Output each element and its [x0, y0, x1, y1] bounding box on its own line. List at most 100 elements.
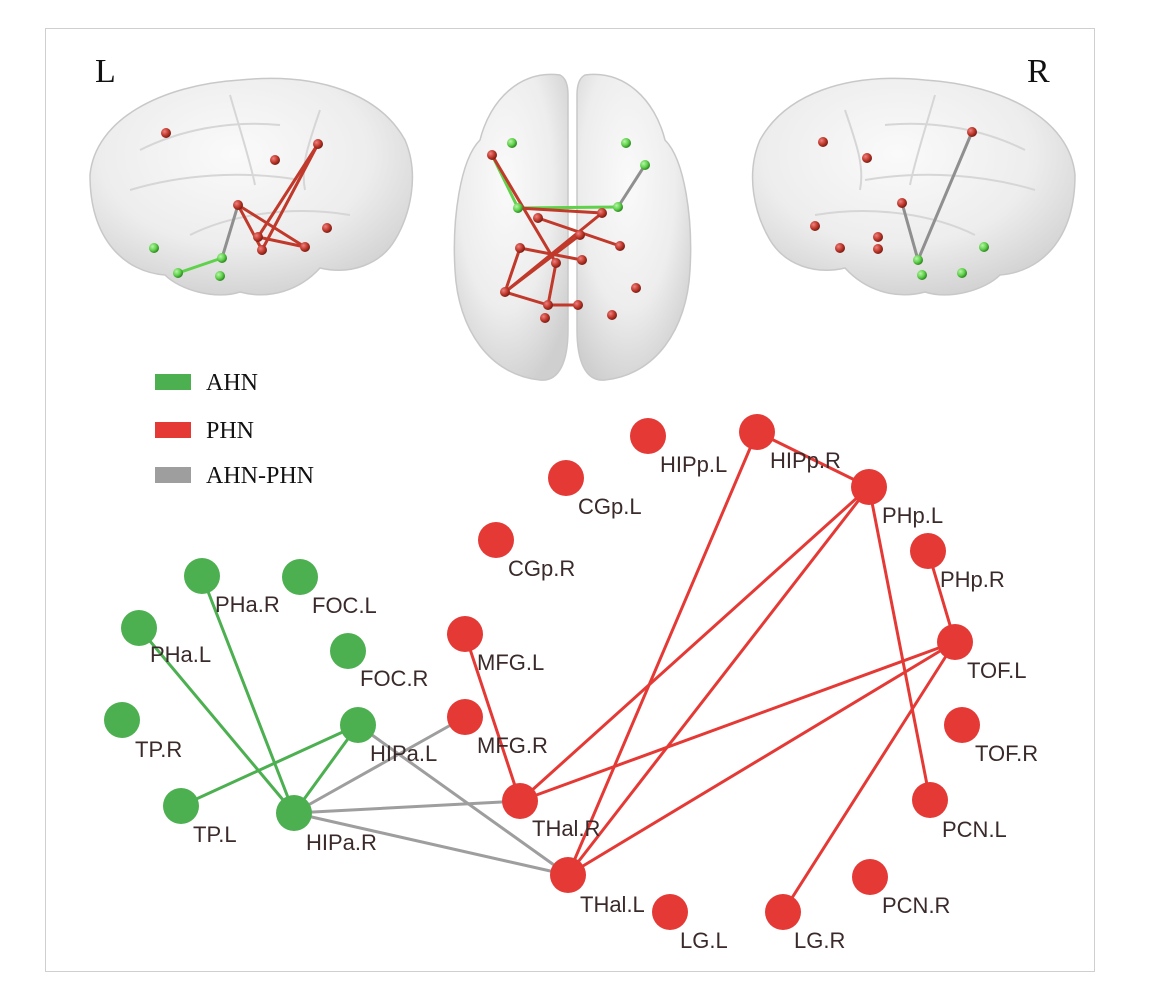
node-circle-hipa-l — [340, 707, 376, 743]
node-label-php-l: PHp.L — [882, 503, 943, 528]
right-brain-edges — [900, 130, 974, 262]
node-label-cgp-l: CGp.L — [578, 494, 642, 519]
legend-swatch-ahn-phn — [155, 467, 191, 483]
node-circle-mfg-r — [447, 699, 483, 735]
legend: AHN PHN AHN-PHN — [155, 370, 314, 489]
left-lateral-brain-view — [89, 77, 414, 296]
node-label-pha-l: PHa.L — [150, 642, 211, 667]
node-lg-r: LG.R — [765, 894, 845, 953]
edge-hipp-r-to-php-l — [755, 430, 871, 489]
edge-hipa-r-to-mfg-r — [292, 715, 467, 815]
node-label-tof-l: TOF.L — [967, 658, 1027, 683]
node-circle-foc-r — [330, 633, 366, 669]
node-label-tof-r: TOF.R — [975, 741, 1038, 766]
legend-label-ahn-phn: AHN-PHN — [206, 463, 314, 489]
node-hipp-r: HIPp.R — [739, 414, 841, 473]
node-tof-r: TOF.R — [944, 707, 1038, 766]
edge-hipa-l-to-hipa-r — [292, 723, 360, 815]
node-hipa-l: HIPa.L — [340, 707, 437, 766]
node-hipp-l: HIPp.L — [630, 418, 727, 477]
node-cgp-r: CGp.R — [478, 522, 575, 581]
node-circle-hipp-l — [630, 418, 666, 454]
node-circle-tp-l — [163, 788, 199, 824]
node-circle-lg-l — [652, 894, 688, 930]
node-circle-thal-l — [550, 857, 586, 893]
edge-mfg-l-to-thal-r — [463, 632, 522, 803]
node-label-foc-l: FOC.L — [312, 593, 377, 618]
node-label-lg-r: LG.R — [794, 928, 845, 953]
edge-pha-l-to-hipa-r — [137, 626, 296, 815]
node-circle-tp-r — [104, 702, 140, 738]
legend-item-ahn-phn: AHN-PHN — [155, 463, 314, 489]
node-circle-lg-r — [765, 894, 801, 930]
node-label-mfg-r: MFG.R — [477, 733, 548, 758]
node-circle-mfg-l — [447, 616, 483, 652]
node-circle-pha-r — [184, 558, 220, 594]
node-thal-r: THal.R — [502, 783, 600, 841]
legend-label-phn: PHN — [206, 418, 254, 444]
node-php-r: PHp.R — [910, 533, 1005, 592]
right-brain-nodes — [810, 127, 989, 280]
node-circle-thal-r — [502, 783, 538, 819]
node-pcn-r: PCN.R — [852, 859, 950, 918]
node-tp-r: TP.R — [104, 702, 182, 762]
edge-pha-r-to-hipa-r — [200, 574, 296, 815]
edge-tof-l-to-thal-r — [518, 640, 957, 803]
axial-left-hemisphere — [453, 73, 569, 381]
node-circle-pha-l — [121, 610, 157, 646]
axial-right-hemisphere — [576, 73, 692, 381]
node-hipa-r: HIPa.R — [276, 795, 377, 855]
node-label-pcn-l: PCN.L — [942, 817, 1007, 842]
legend-swatch-phn — [155, 422, 191, 438]
node-label-lg-l: LG.L — [680, 928, 728, 953]
edge-tof-l-to-lg-r — [781, 640, 957, 914]
edge-hipa-r-to-thal-l — [292, 811, 570, 877]
node-label-hipp-r: HIPp.R — [770, 448, 841, 473]
node-label-cgp-r: CGp.R — [508, 556, 575, 581]
node-label-thal-r: THal.R — [532, 816, 600, 841]
legend-item-phn: PHN — [155, 418, 254, 444]
node-circle-php-l — [851, 469, 887, 505]
node-circle-cgp-r — [478, 522, 514, 558]
node-label-php-r: PHp.R — [940, 567, 1005, 592]
edge-hipp-r-to-thal-l — [566, 430, 759, 877]
node-lg-l: LG.L — [652, 894, 728, 953]
edge-tof-l-to-thal-l — [566, 640, 957, 877]
axial-brain-nodes — [487, 138, 650, 323]
node-circle-foc-l — [282, 559, 318, 595]
node-mfg-r: MFG.R — [447, 699, 548, 758]
node-foc-r: FOC.R — [330, 633, 428, 691]
node-circle-tof-l — [937, 624, 973, 660]
node-label-tp-r: TP.R — [135, 737, 182, 762]
node-circle-cgp-l — [548, 460, 584, 496]
node-circle-pcn-l — [912, 782, 948, 818]
node-php-l: PHp.L — [851, 469, 943, 528]
edge-hipa-r-to-thal-r — [292, 799, 522, 815]
node-circle-hipp-r — [739, 414, 775, 450]
node-thal-l: THal.L — [550, 857, 645, 917]
edge-tp-l-to-hipa-l — [179, 723, 360, 808]
node-pcn-l: PCN.L — [912, 782, 1007, 842]
edge-php-l-to-thal-l — [566, 485, 871, 877]
node-label-foc-r: FOC.R — [360, 666, 428, 691]
node-foc-l: FOC.L — [282, 559, 377, 618]
edge-hipa-l-to-thal-l — [356, 723, 570, 877]
legend-item-ahn: AHN — [155, 370, 258, 396]
node-label-pha-r: PHa.R — [215, 592, 280, 617]
left-brain-edges — [176, 142, 320, 275]
node-label-hipp-l: HIPp.L — [660, 452, 727, 477]
node-cgp-l: CGp.L — [548, 460, 642, 519]
node-label-hipa-l: HIPa.L — [370, 741, 437, 766]
node-label-thal-l: THal.L — [580, 892, 645, 917]
left-hemisphere-label: L — [95, 53, 116, 90]
legend-label-ahn: AHN — [206, 370, 258, 396]
node-circle-tof-r — [944, 707, 980, 743]
node-tp-l: TP.L — [163, 788, 237, 847]
node-label-tp-l: TP.L — [193, 822, 237, 847]
node-circle-php-r — [910, 533, 946, 569]
left-brain-nodes — [149, 128, 332, 281]
node-label-pcn-r: PCN.R — [882, 893, 950, 918]
axial-brain-view — [453, 73, 692, 381]
edge-php-l-to-thal-r — [518, 485, 871, 803]
left-brain-gyri — [129, 94, 351, 236]
